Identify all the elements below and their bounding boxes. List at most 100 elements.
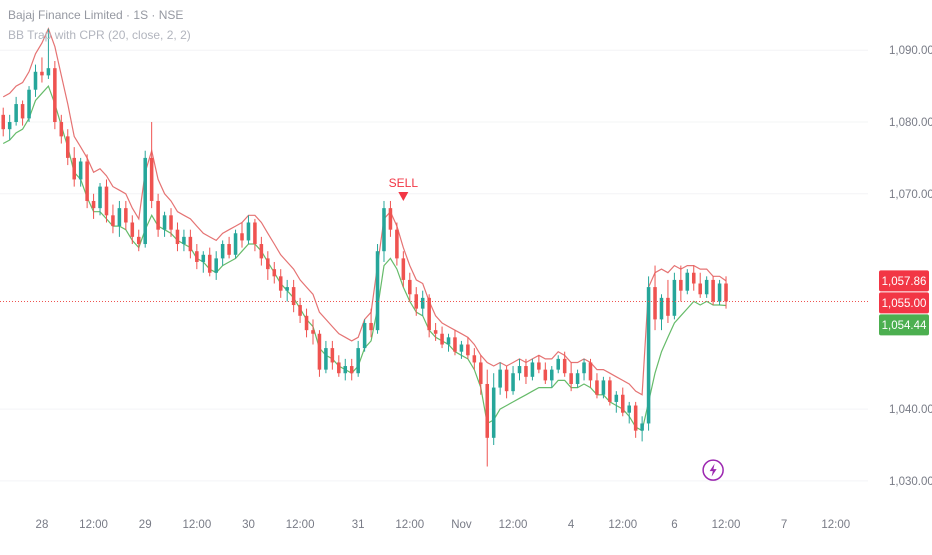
candle-body[interactable] (472, 355, 477, 363)
candle-body[interactable] (562, 358, 567, 374)
candle-body[interactable] (569, 373, 573, 384)
candle-body[interactable] (53, 68, 57, 123)
candle-body[interactable] (491, 387, 496, 438)
candle-body[interactable] (717, 283, 722, 302)
candle-body[interactable] (388, 208, 393, 230)
candle-body[interactable] (220, 244, 225, 259)
candle-body[interactable] (653, 287, 657, 320)
candle-body[interactable] (446, 337, 451, 345)
price-badge[interactable] (879, 314, 929, 336)
candle-body[interactable] (175, 229, 180, 245)
candle-body[interactable] (124, 208, 128, 223)
candle-body[interactable] (614, 394, 619, 402)
candle-body[interactable] (136, 236, 141, 245)
candle-body[interactable] (511, 373, 515, 392)
candle-body[interactable] (278, 276, 283, 291)
candle-body[interactable] (59, 122, 64, 137)
candle-body[interactable] (453, 337, 457, 352)
candle-body[interactable] (343, 366, 348, 374)
candle-body[interactable] (330, 348, 335, 363)
candle-body[interactable] (40, 71, 44, 76)
candle-body[interactable] (414, 294, 419, 309)
candle-body[interactable] (78, 161, 83, 180)
candle-body[interactable] (627, 405, 631, 413)
candle-body[interactable] (420, 297, 425, 309)
candle-body[interactable] (46, 68, 51, 76)
candle-body[interactable] (111, 215, 115, 227)
candle-body[interactable] (91, 200, 96, 209)
candle-body[interactable] (162, 215, 167, 230)
candle-body[interactable] (427, 297, 431, 331)
candle-body[interactable] (433, 330, 438, 334)
candle-body[interactable] (1, 114, 6, 130)
candle-body[interactable] (582, 362, 586, 374)
candle-body[interactable] (356, 348, 360, 374)
candle-body[interactable] (201, 254, 206, 262)
candle-body[interactable] (337, 362, 341, 374)
candle-body[interactable] (382, 208, 386, 252)
candle-body[interactable] (117, 208, 122, 227)
candle-body[interactable] (266, 258, 270, 270)
candle-body[interactable] (27, 89, 31, 119)
candle-body[interactable] (711, 279, 715, 302)
sell-signal-arrow[interactable] (398, 191, 409, 201)
candle-body[interactable] (691, 272, 696, 284)
candle-body[interactable] (575, 373, 580, 384)
candle-body[interactable] (72, 157, 76, 180)
indicator-title[interactable]: BB Trap with CPR (20, close, 2, 2) (8, 28, 191, 42)
candle-body[interactable] (188, 236, 193, 252)
candle-body[interactable] (259, 244, 264, 259)
symbol-title[interactable]: Bajaj Finance Limited · 1S · NSE (8, 8, 184, 22)
candle-body[interactable] (408, 279, 412, 295)
candle-body[interactable] (233, 233, 238, 255)
candle-body[interactable] (620, 394, 625, 413)
candle-body[interactable] (537, 362, 541, 370)
candle-body[interactable] (556, 358, 561, 370)
price-badge[interactable] (879, 292, 929, 314)
candle-body[interactable] (169, 215, 173, 230)
candle-body[interactable] (601, 380, 606, 395)
candle-body[interactable] (633, 405, 638, 431)
candle-body[interactable] (595, 380, 599, 395)
candle-body[interactable] (640, 423, 644, 431)
candle-body[interactable] (666, 297, 670, 316)
candle-body[interactable] (130, 222, 135, 237)
candle-body[interactable] (698, 283, 702, 295)
candle-body[interactable] (504, 369, 509, 392)
candle-body[interactable] (459, 344, 464, 352)
candle-body[interactable] (285, 287, 289, 291)
candle-body[interactable] (401, 258, 406, 280)
candle-body[interactable] (466, 344, 470, 356)
candle-body[interactable] (65, 136, 70, 158)
candle-body[interactable] (253, 222, 257, 245)
candle-body[interactable] (7, 122, 12, 130)
price-badge[interactable] (879, 270, 929, 292)
candle-body[interactable] (659, 297, 664, 320)
candle-body[interactable] (214, 258, 218, 273)
candle-body[interactable] (20, 104, 25, 119)
candle-body[interactable] (291, 287, 296, 306)
candle-body[interactable] (524, 366, 528, 377)
candle-body[interactable] (588, 362, 593, 381)
candle-body[interactable] (724, 283, 728, 302)
candle-body[interactable] (324, 348, 328, 370)
candle-body[interactable] (498, 369, 502, 388)
candle-body[interactable] (272, 269, 277, 277)
candle-body[interactable] (14, 104, 18, 123)
candle-body[interactable] (646, 287, 651, 424)
candle-body[interactable] (375, 251, 380, 331)
candle-body[interactable] (298, 305, 302, 316)
candle-body[interactable] (246, 222, 251, 241)
candle-body[interactable] (349, 366, 354, 374)
candle-body[interactable] (304, 315, 309, 331)
candle-body[interactable] (207, 254, 212, 273)
candle-body[interactable] (195, 251, 199, 262)
candle-body[interactable] (440, 333, 444, 345)
candle-body[interactable] (182, 236, 186, 245)
candle-body[interactable] (704, 279, 709, 295)
candle-body[interactable] (104, 186, 109, 216)
candle-body[interactable] (530, 362, 535, 377)
candle-body[interactable] (311, 330, 315, 334)
